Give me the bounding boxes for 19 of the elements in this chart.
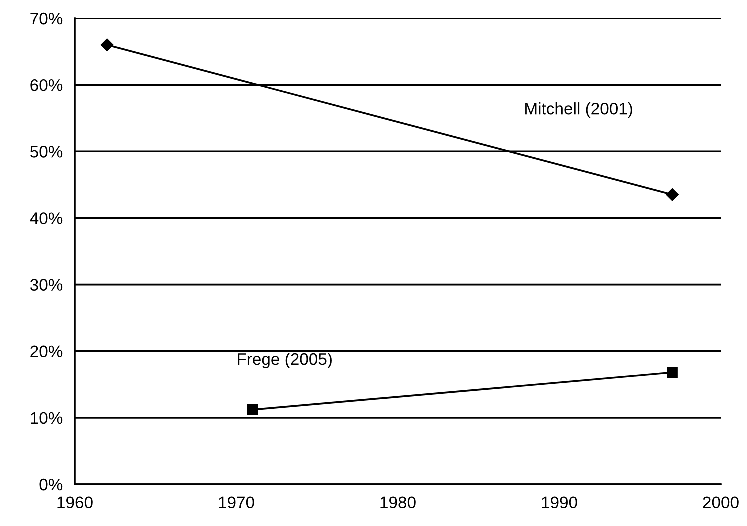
text: Mitchell (2001) xyxy=(526,102,632,118)
x-tick-label: 2000 xyxy=(703,496,739,509)
x-tick-label: 1970 xyxy=(219,496,254,509)
y-tick-label: 30% xyxy=(30,279,63,291)
y-tick-label: 20% xyxy=(30,346,63,358)
y-tick-label: 60% xyxy=(30,79,63,92)
x-tick-label: 1960 xyxy=(58,496,93,509)
point xyxy=(100,38,114,52)
x-tick-label: 1980 xyxy=(380,496,416,509)
point xyxy=(666,188,679,202)
point xyxy=(667,367,678,378)
y-tick-label: 70% xyxy=(30,12,63,25)
y-tick-label: 50% xyxy=(30,146,63,158)
text: Frege (2005) xyxy=(238,352,332,369)
y-tick-label: 0% xyxy=(40,478,63,491)
y-tick-label: 40% xyxy=(30,212,63,224)
y-tick-label: 10% xyxy=(31,412,63,424)
point xyxy=(247,404,258,416)
x-tick-label: 1990 xyxy=(542,496,578,509)
